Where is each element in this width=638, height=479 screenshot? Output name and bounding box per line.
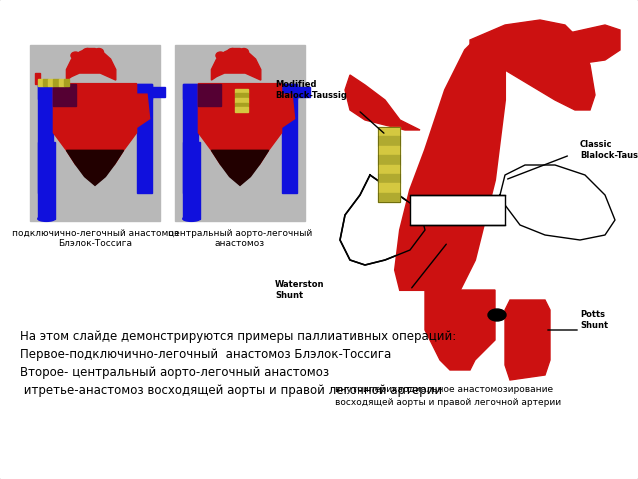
Bar (290, 87, 310, 97)
Bar (183, 84, 198, 193)
Bar (175, 45, 305, 220)
Bar (281, 84, 297, 193)
Bar (378, 155, 400, 164)
Bar (378, 146, 400, 155)
Polygon shape (54, 84, 75, 106)
Polygon shape (198, 84, 221, 106)
Bar (235, 89, 248, 93)
Ellipse shape (183, 216, 200, 221)
Bar (30, 45, 160, 220)
Ellipse shape (71, 52, 80, 59)
Bar (378, 174, 400, 183)
Bar (410, 195, 505, 225)
Polygon shape (211, 48, 261, 80)
Bar (183, 141, 200, 219)
Bar (378, 137, 400, 146)
Bar (235, 98, 248, 103)
Polygon shape (66, 48, 116, 80)
Bar (183, 84, 297, 99)
Text: Classic
Blalock-Taussig: Classic Blalock-Taussig (580, 140, 638, 160)
Bar (378, 193, 400, 202)
Polygon shape (126, 94, 149, 129)
Bar (35, 73, 40, 84)
Ellipse shape (38, 216, 55, 221)
Bar (38, 84, 54, 193)
Polygon shape (425, 290, 495, 370)
Bar (64, 79, 69, 86)
Ellipse shape (228, 48, 237, 56)
Bar (235, 107, 248, 112)
Polygon shape (66, 150, 124, 185)
Bar (378, 127, 400, 137)
Bar (235, 103, 248, 107)
Text: Первое-подключично-легочный  анастомоз Блэлок-Тоссига: Первое-подключично-легочный анастомоз Бл… (20, 348, 391, 361)
Bar (43, 79, 48, 86)
Text: Блэлок-Тоссига: Блэлок-Тоссига (58, 239, 132, 248)
Bar (378, 183, 400, 193)
Polygon shape (500, 165, 615, 240)
Bar (137, 84, 152, 193)
Bar (48, 79, 54, 86)
Text: восходящей аорты и правой легочной артерии: восходящей аорты и правой легочной артер… (335, 398, 561, 407)
Text: подключично-легочный анастомоз: подключично-легочный анастомоз (11, 228, 179, 238)
Bar (54, 79, 59, 86)
Bar (410, 195, 505, 225)
Ellipse shape (94, 48, 103, 56)
Polygon shape (345, 75, 420, 130)
Polygon shape (211, 150, 269, 185)
Text: Второе- центральный аорто-легочный анастомоз: Второе- центральный аорто-легочный анаст… (20, 366, 329, 379)
Text: Potts
Shunt: Potts Shunt (580, 310, 608, 330)
Text: центральный аорто-легочный: центральный аорто-легочный (168, 228, 312, 238)
Bar (38, 141, 55, 219)
Bar (378, 164, 400, 174)
Polygon shape (395, 40, 505, 290)
Ellipse shape (83, 48, 92, 56)
Polygon shape (271, 94, 295, 129)
Text: Waterston
Shunt: Waterston Shunt (275, 280, 325, 300)
Ellipse shape (488, 309, 506, 321)
Text: внутриперикардиальное анастомозирование: внутриперикардиальное анастомозирование (335, 385, 553, 394)
Bar (38, 79, 43, 86)
Text: На этом слайде демонстрируются примеры паллиативных операций:: На этом слайде демонстрируются примеры п… (20, 330, 456, 343)
Polygon shape (505, 300, 550, 380)
Polygon shape (198, 84, 281, 177)
Ellipse shape (239, 48, 248, 56)
Ellipse shape (216, 52, 225, 59)
Text: анастомоз: анастомоз (215, 239, 265, 248)
Polygon shape (470, 20, 595, 110)
Bar (378, 127, 400, 202)
Bar (38, 84, 152, 99)
Polygon shape (555, 25, 620, 65)
Bar (59, 79, 64, 86)
Polygon shape (340, 175, 425, 265)
Bar (235, 93, 248, 98)
Bar (144, 87, 165, 97)
Text: итретье-анастомоз восходящей аорты и правой легочной артерии: итретье-анастомоз восходящей аорты и пра… (20, 384, 442, 397)
Polygon shape (54, 84, 137, 177)
Text: Modified
Blalock-Taussig: Modified Blalock-Taussig (275, 80, 347, 100)
